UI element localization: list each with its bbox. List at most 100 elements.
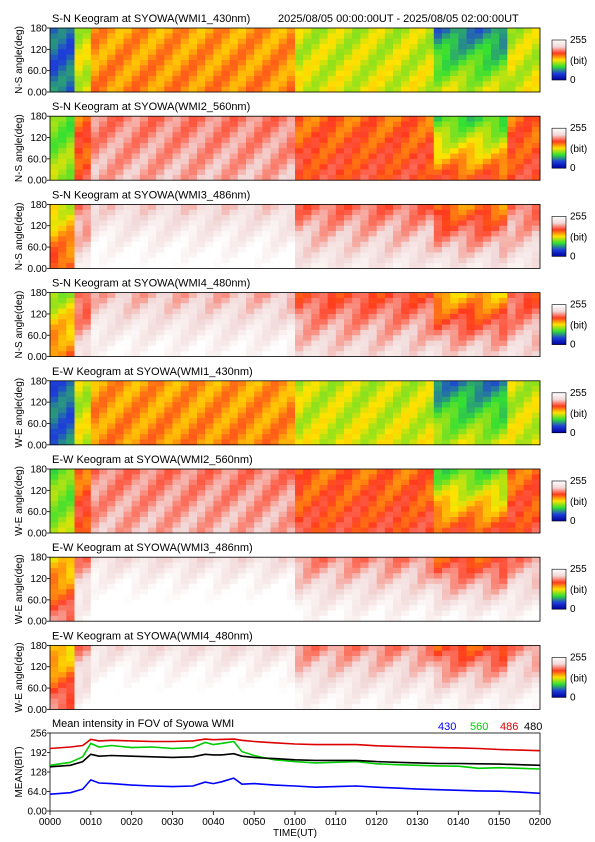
heatmap-cell	[180, 70, 190, 77]
heatmap-cell	[278, 407, 288, 414]
heatmap-cell	[368, 522, 378, 529]
heatmap-cell	[393, 594, 402, 601]
heatmap-cell	[229, 329, 239, 336]
heatmap-cell	[417, 263, 427, 269]
heatmap-cell	[295, 610, 304, 617]
heatmap-cell	[58, 86, 67, 93]
heatmap-cell	[376, 345, 386, 352]
heatmap-cell	[352, 506, 361, 513]
heatmap-cell	[507, 236, 516, 243]
heatmap-cell	[295, 65, 304, 72]
heatmap-cell	[221, 303, 231, 309]
heatmap-cell	[139, 479, 149, 486]
heatmap-cell	[148, 86, 157, 93]
heatmap-cell	[197, 351, 206, 357]
heatmap-cell	[327, 434, 337, 440]
heatmap-cell	[82, 418, 92, 424]
heatmap-cell	[180, 527, 190, 534]
heatmap-cell	[148, 573, 157, 579]
heatmap-cell	[82, 434, 92, 440]
heatmap-cell	[474, 132, 484, 138]
heatmap-cell	[221, 292, 231, 299]
heatmap-cell	[376, 599, 386, 606]
heatmap-cell	[90, 479, 100, 486]
heatmap-cell	[319, 70, 329, 77]
heatmap-cell	[286, 418, 296, 424]
heatmap-cell	[197, 589, 206, 595]
heatmap-cell	[58, 562, 67, 569]
heatmap-cell	[270, 578, 280, 585]
heatmap-cell	[425, 247, 435, 253]
heatmap-cell	[213, 54, 222, 61]
heatmap-cell	[368, 485, 378, 491]
heatmap-cell	[384, 402, 394, 408]
heatmap-cell	[335, 527, 345, 534]
heatmap-cell	[66, 412, 75, 419]
heatmap-cell	[172, 292, 182, 299]
heatmap-cell	[270, 126, 280, 133]
heatmap-cell	[344, 263, 353, 269]
heatmap-cell	[197, 615, 206, 622]
heatmap-cell	[499, 319, 508, 325]
heatmap-cell	[515, 297, 525, 304]
heatmap-cell	[82, 527, 92, 534]
heatmap-cell	[58, 116, 67, 122]
heatmap-cell	[360, 391, 369, 398]
heatmap-cell	[442, 33, 451, 40]
heatmap-cell	[221, 65, 231, 72]
heatmap-cell	[164, 33, 173, 40]
heatmap-cell	[466, 247, 476, 253]
heatmap-cell	[425, 506, 435, 513]
heatmap-cell	[507, 65, 516, 72]
y-tick-label: 180	[30, 200, 47, 211]
heatmap-cell	[401, 380, 410, 387]
heatmap-cell	[99, 297, 108, 304]
heatmap-cell	[213, 380, 222, 387]
heatmap-cell	[205, 418, 214, 424]
heatmap-cell	[515, 402, 525, 408]
heatmap-cell	[368, 231, 378, 237]
heatmap-cell	[99, 204, 108, 211]
heatmap-cell	[123, 469, 133, 475]
heatmap-cell	[466, 319, 476, 325]
heatmap-cell	[180, 402, 190, 408]
heatmap-cell	[229, 485, 239, 491]
heatmap-cell	[344, 506, 353, 513]
heatmap-cell	[425, 469, 435, 475]
heatmap-cell	[344, 324, 353, 331]
heatmap-cell	[123, 412, 133, 419]
heatmap-cell	[417, 137, 427, 144]
heatmap-cell	[99, 615, 108, 622]
heatmap-cell	[450, 303, 459, 309]
heatmap-cell	[221, 241, 231, 248]
heatmap-cell	[229, 583, 239, 590]
heatmap-cell	[115, 209, 124, 216]
heatmap-cell	[393, 204, 402, 211]
heatmap-cell	[246, 495, 255, 502]
heatmap-cell	[254, 610, 263, 617]
heatmap-cell	[515, 308, 525, 315]
heatmap-cell	[139, 313, 149, 320]
heatmap-cell	[50, 204, 59, 211]
heatmap-cell	[164, 573, 173, 579]
heatmap-cell	[384, 615, 394, 622]
heatmap-cell	[311, 153, 320, 160]
heatmap-cell	[319, 418, 329, 424]
heatmap-cell	[303, 164, 312, 170]
heatmap-cells	[50, 380, 541, 446]
heatmap-cell	[254, 485, 263, 491]
heatmap-cell	[368, 54, 378, 61]
heatmap-cell	[270, 313, 280, 320]
heatmap-cell	[237, 263, 247, 269]
heatmap-cell	[515, 527, 525, 534]
heatmap-cell	[237, 225, 247, 232]
heatmap-cell	[123, 573, 133, 579]
heatmap-cell	[393, 148, 402, 154]
heatmap-cell	[172, 324, 182, 331]
heatmap-cell	[335, 54, 345, 61]
heatmap-cell	[90, 506, 100, 513]
heatmap-cell	[74, 324, 84, 331]
heatmap-cell	[164, 153, 173, 160]
heatmap-cell	[246, 215, 255, 221]
heatmap-cell	[286, 116, 296, 122]
